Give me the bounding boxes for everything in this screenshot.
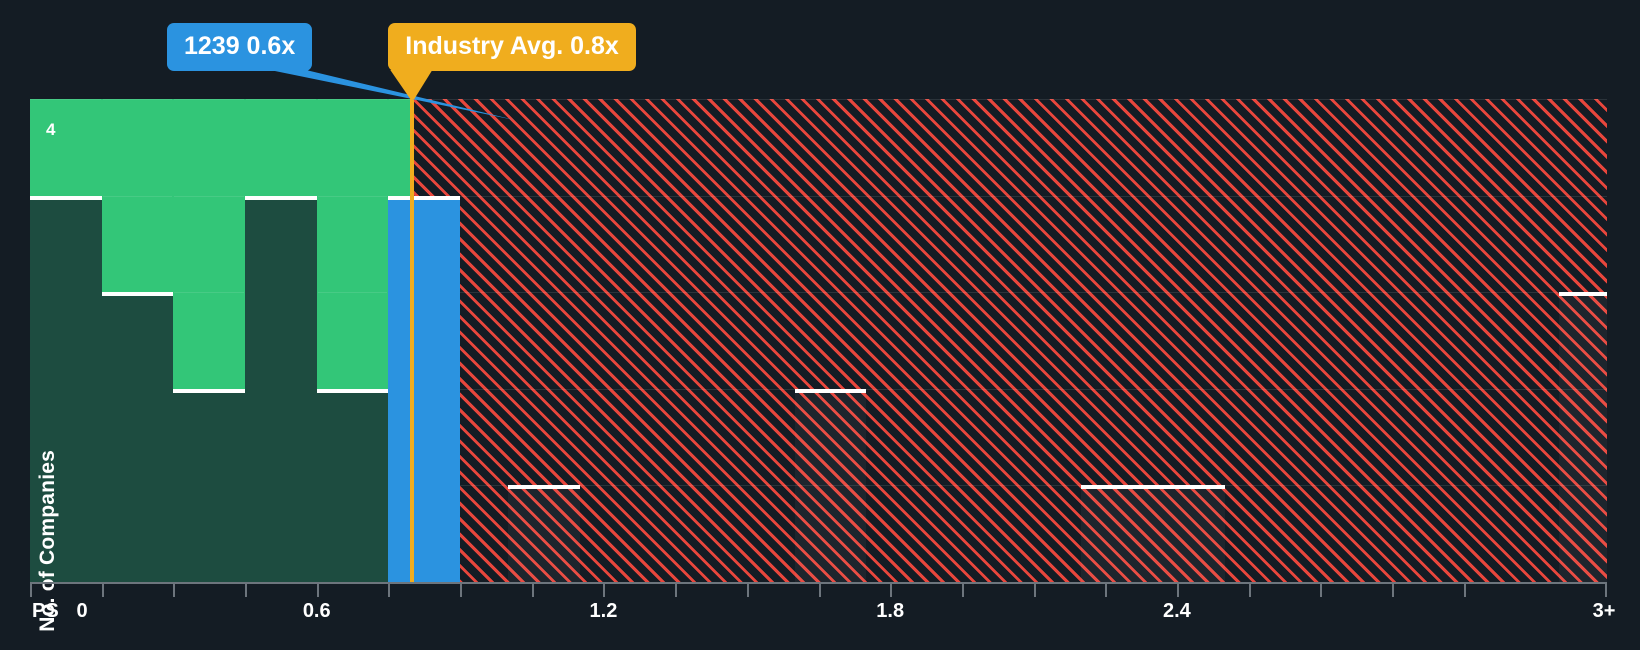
bar-body: [794, 392, 867, 582]
bar-body: [30, 199, 102, 582]
x-tick-label: 0.6: [302, 600, 331, 622]
bar[interactable]: [30, 195, 102, 582]
gridline: [30, 292, 1607, 294]
x-axis-line: [30, 582, 1607, 584]
bar-cap: [794, 388, 867, 393]
bar-cap: [245, 195, 317, 200]
x-tick: [1605, 584, 1607, 597]
x-tick-label: 1.2: [589, 600, 618, 622]
bar-body: [388, 199, 461, 582]
x-tick: [890, 584, 893, 597]
bar-body: [245, 199, 317, 582]
bar-body: [173, 392, 246, 582]
x-tick: [961, 584, 964, 597]
bar[interactable]: [388, 195, 461, 582]
bar[interactable]: [507, 485, 580, 582]
x-tick: [1320, 584, 1323, 597]
bar[interactable]: [794, 388, 867, 582]
bar[interactable]: [101, 292, 174, 582]
x-tick: [1248, 584, 1251, 597]
company-tooltip-label: 1239 0.6x: [184, 32, 296, 60]
bar-body: [101, 296, 174, 582]
bar-body: [1153, 489, 1225, 582]
bar[interactable]: [1081, 485, 1153, 582]
bar[interactable]: [1153, 485, 1225, 582]
bar[interactable]: [245, 195, 317, 582]
gridline: [30, 99, 1607, 100]
gridline: [30, 195, 1607, 197]
x-tick-label: 0: [76, 600, 88, 622]
bar-cap: [173, 388, 246, 393]
industry-tooltip-label: Industry Avg. 0.8x: [405, 32, 619, 60]
bar-cap: [1559, 292, 1607, 297]
x-tick: [460, 584, 463, 597]
x-tick: [1105, 584, 1108, 597]
bar[interactable]: [316, 388, 389, 582]
x-tick: [173, 584, 176, 597]
x-tick: [675, 584, 678, 597]
x-tick: [388, 584, 391, 597]
x-tick: [245, 584, 248, 597]
bar-cap: [1153, 485, 1225, 490]
bar-body: [1081, 489, 1153, 582]
x-tick: [101, 584, 104, 597]
x-tick: [316, 584, 319, 597]
company-tooltip[interactable]: 1239 0.6x: [167, 23, 313, 71]
x-tick: [1391, 584, 1394, 597]
x-axis-title: PS: [32, 600, 59, 622]
bar-cap: [388, 195, 461, 200]
overvalued-zone: [412, 99, 1607, 582]
x-tick: [531, 584, 534, 597]
x-tick-label: 2.4: [1163, 600, 1191, 622]
bin-separator: [172, 99, 175, 582]
bar-cap: [30, 195, 102, 200]
bar[interactable]: [173, 388, 246, 582]
bar-body: [507, 489, 580, 582]
x-tick: [1176, 584, 1179, 597]
bar-body: [1559, 296, 1607, 582]
plot-area: [30, 99, 1607, 582]
bar-cap: [101, 292, 174, 297]
industry-tooltip[interactable]: Industry Avg. 0.8x: [388, 23, 636, 71]
x-tick: [818, 584, 821, 597]
bar-cap: [507, 485, 580, 490]
x-tick-label: 3+: [1592, 600, 1616, 622]
industry-average-line: [410, 99, 415, 582]
x-tick: [746, 584, 749, 597]
bar-cap: [316, 388, 389, 393]
x-tick-label: 1.8: [876, 600, 905, 622]
gridline: [30, 485, 1607, 487]
x-tick: [603, 584, 606, 597]
x-tick: [30, 584, 32, 597]
bar-body: [316, 392, 389, 582]
bin-separator: [315, 99, 318, 582]
y-axis-max-label: 4: [46, 120, 56, 139]
bar-cap: [1081, 485, 1153, 490]
x-tick: [1033, 584, 1036, 597]
x-tick: [1463, 584, 1466, 597]
bar[interactable]: [1559, 292, 1607, 582]
